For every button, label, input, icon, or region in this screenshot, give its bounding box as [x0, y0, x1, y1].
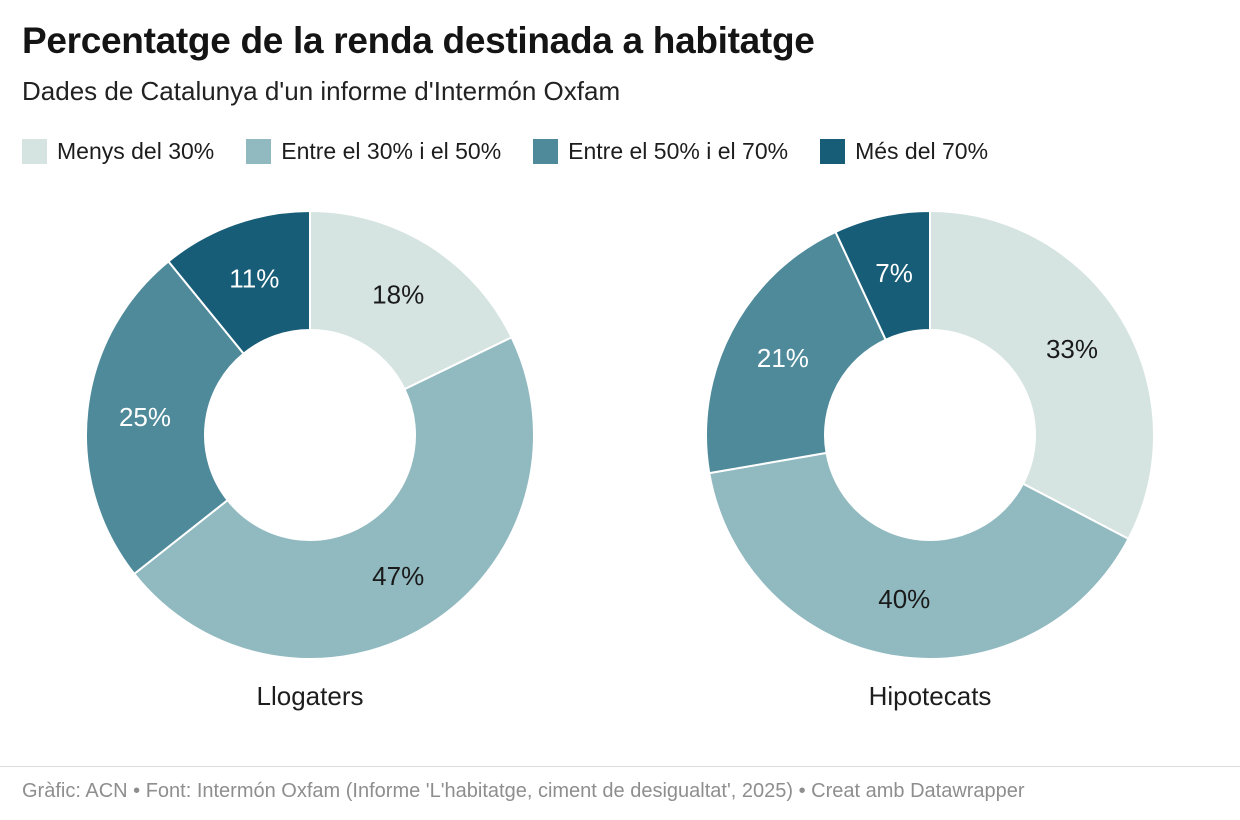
pie-slice-llogaters-2[interactable]: [84, 260, 245, 576]
slice-data-label: 7%: [875, 258, 913, 288]
chart-column-llogaters: 18% 47% 25% 11% Llogaters: [0, 209, 620, 712]
legend: Menys del 30% Entre el 30% i el 50% Entr…: [22, 138, 1218, 165]
legend-swatch: [22, 139, 47, 165]
chart-card: Percentatge de la renda destinada a habi…: [0, 20, 1240, 712]
pie-slice-hipotecats-0[interactable]: [929, 210, 1155, 541]
slice-data-label: 33%: [1046, 335, 1098, 365]
pie-slice-hipotecats-2[interactable]: [705, 231, 887, 475]
slice-data-label: 11%: [229, 264, 279, 294]
chart-subtitle: Dades de Catalunya d'un informe d'Interm…: [22, 75, 621, 106]
donut-chart-hipotecats: 33% 40% 21% 7%: [704, 209, 1156, 661]
slice-data-label: 18%: [372, 280, 424, 310]
footer: Gràfic: ACN • Font: Intermón Oxfam (Info…: [0, 766, 1240, 820]
slice-data-label: 25%: [119, 403, 171, 433]
legend-label: Entre el 30% i el 50%: [281, 138, 502, 165]
legend-item-entre-30-50: Entre el 30% i el 50%: [246, 138, 501, 165]
chart-caption-llogaters: Llogaters: [256, 681, 364, 712]
legend-swatch: [820, 139, 846, 165]
pie-slice-llogaters-0[interactable]: [309, 210, 513, 391]
pie-slice-llogaters-3[interactable]: [167, 210, 311, 356]
chart-column-hipotecats: 33% 40% 21% 7% Hipotecats: [620, 209, 1240, 712]
pie-slice-hipotecats-3[interactable]: [834, 210, 931, 342]
legend-label: Més del 70%: [855, 138, 989, 165]
charts-row: 18% 47% 25% 11% Llogaters 33% 40% 21% 7% Hipot…: [0, 209, 1240, 712]
legend-item-entre-50-70: Entre el 50% i el 70%: [533, 138, 788, 165]
legend-item-mes-70: Més del 70%: [820, 138, 988, 165]
legend-item-menys-30: Menys del 30%: [22, 138, 214, 165]
donut-chart-llogaters: 18% 47% 25% 11%: [84, 209, 536, 661]
slice-data-label: 40%: [878, 585, 930, 615]
footer-credit: Gràfic: ACN • Font: Intermón Oxfam (Info…: [22, 780, 1025, 802]
slice-data-label: 21%: [757, 344, 809, 374]
pie-slice-llogaters-1[interactable]: [133, 336, 535, 661]
legend-label: Entre el 50% i el 70%: [568, 138, 789, 165]
chart-title: Percentatge de la renda destinada a habi…: [22, 20, 815, 61]
legend-label: Menys del 30%: [57, 138, 215, 165]
chart-caption-hipotecats: Hipotecats: [868, 681, 992, 712]
legend-swatch: [246, 139, 272, 165]
slice-data-label: 47%: [372, 561, 424, 591]
legend-swatch: [533, 139, 559, 165]
pie-slice-hipotecats-1[interactable]: [708, 452, 1130, 661]
